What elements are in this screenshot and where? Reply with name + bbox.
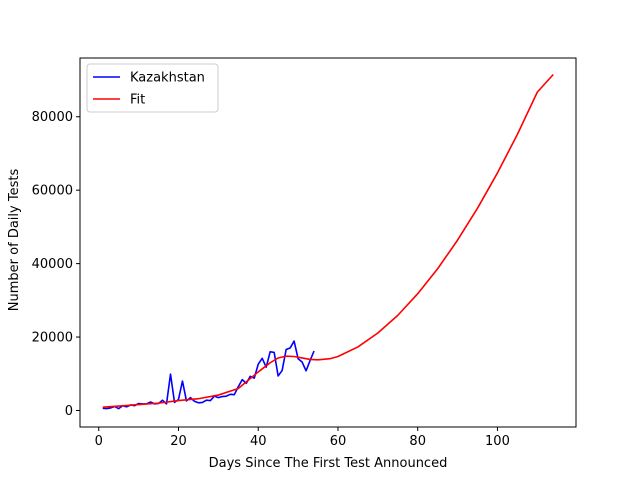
y-tick-label: 40000 xyxy=(32,257,73,272)
x-tick-label: 80 xyxy=(409,434,426,449)
x-axis-label: Days Since The First Test Announced xyxy=(209,456,448,471)
legend-label-fit: Fit xyxy=(130,93,145,108)
series-line-fit xyxy=(102,73,554,408)
y-tick-label: 80000 xyxy=(32,110,73,125)
x-tick-label: 0 xyxy=(95,434,103,449)
legend-box xyxy=(86,63,219,113)
y-axis-label: Number of Daily Tests xyxy=(7,169,22,312)
y-tick-label: 20000 xyxy=(32,331,73,346)
x-tick-label: 40 xyxy=(250,434,267,449)
x-tick-label: 20 xyxy=(170,434,187,449)
series-line-kazakhstan xyxy=(102,340,315,410)
y-tick-label: 60000 xyxy=(32,184,73,199)
y-tick-label: 0 xyxy=(65,404,73,419)
legend-label-kazakhstan: Kazakhstan xyxy=(130,71,205,86)
plot-area xyxy=(102,73,554,410)
axes-frame xyxy=(79,57,577,428)
axes: 0 20 40 60 80 100 0 20000 40000 60000 80000 xyxy=(32,57,577,449)
x-tick-label: 100 xyxy=(485,434,510,449)
x-tick-label: 60 xyxy=(330,434,347,449)
legend: Kazakhstan Fit xyxy=(86,63,219,113)
